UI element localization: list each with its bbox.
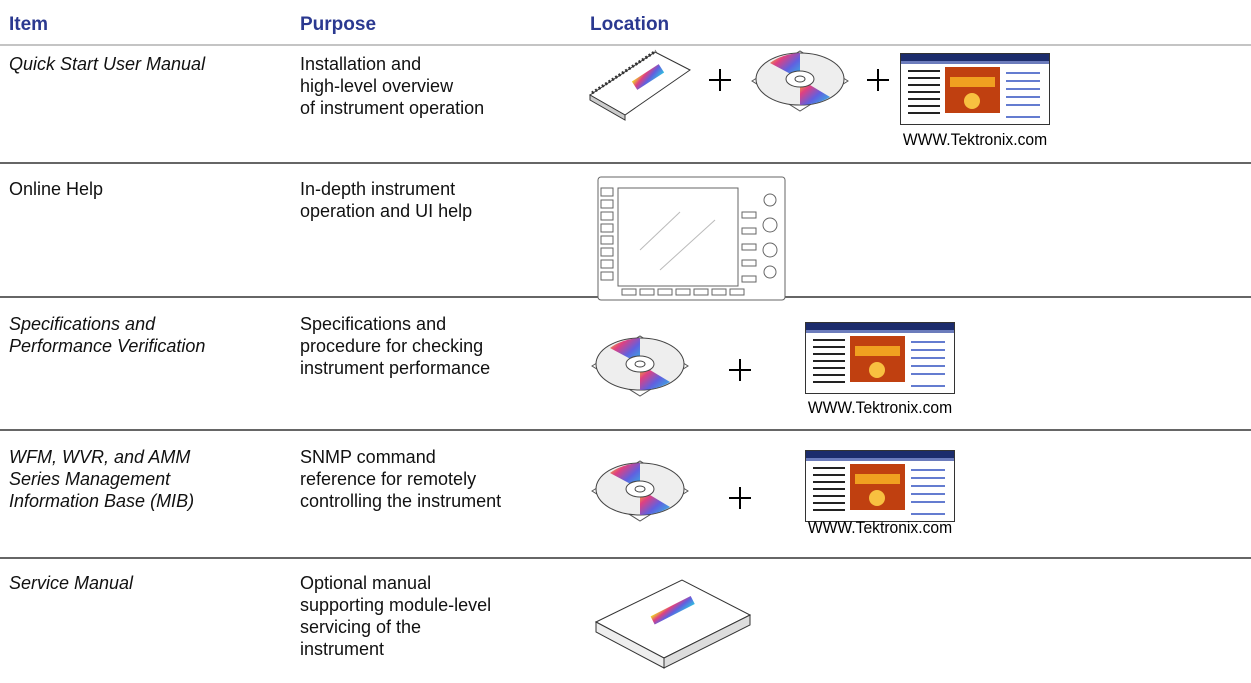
purpose-text: reference for remotely [300, 469, 477, 489]
purpose-text: procedure for checking [300, 336, 484, 356]
purpose-text: SNMP command [300, 447, 436, 467]
notebook-icon [589, 49, 691, 121]
purpose-text: high-level overview [300, 76, 454, 96]
website-caption: WWW.Tektronix.com [902, 130, 1048, 149]
purpose-text: controlling the instrument [300, 491, 502, 511]
item-text: Performance Verification [9, 336, 206, 356]
cd-icon [591, 460, 689, 522]
purpose-text: In-depth instrument [300, 179, 456, 199]
item-text: Service Manual [9, 573, 134, 593]
plus-sign [866, 68, 890, 92]
cd-icon [751, 50, 849, 112]
binder-icon [594, 579, 752, 669]
item-text: Online Help [9, 179, 104, 199]
item-text: WFM, WVR, and AMM [9, 447, 191, 467]
column-header: Item [9, 14, 49, 35]
purpose-text: supporting module-level [300, 595, 492, 615]
website-icon [805, 450, 955, 522]
cd-icon [591, 335, 689, 397]
purpose-text: operation and UI help [300, 201, 473, 221]
item-text: Information Base (MIB) [9, 491, 195, 511]
website-icon [805, 322, 955, 394]
plus-sign [728, 486, 752, 510]
column-header: Location [590, 14, 670, 35]
website-caption: WWW.Tektronix.com [807, 518, 953, 537]
column-header: Purpose [300, 14, 377, 35]
website-caption: WWW.Tektronix.com [807, 398, 953, 417]
purpose-text: instrument performance [300, 358, 491, 378]
purpose-text: of instrument operation [300, 98, 485, 118]
item-text: Quick Start User Manual [9, 54, 206, 74]
instrument-icon [597, 176, 786, 301]
purpose-text: Installation and [300, 54, 422, 74]
purpose-text: Specifications and [300, 314, 447, 334]
item-text: Specifications and [9, 314, 156, 334]
purpose-text: servicing of the [300, 617, 422, 637]
item-text: Series Management [9, 469, 171, 489]
purpose-text: instrument [300, 639, 385, 659]
purpose-text: Optional manual [300, 573, 432, 593]
website-icon [900, 53, 1050, 125]
plus-sign [728, 358, 752, 382]
plus-sign [708, 68, 732, 92]
